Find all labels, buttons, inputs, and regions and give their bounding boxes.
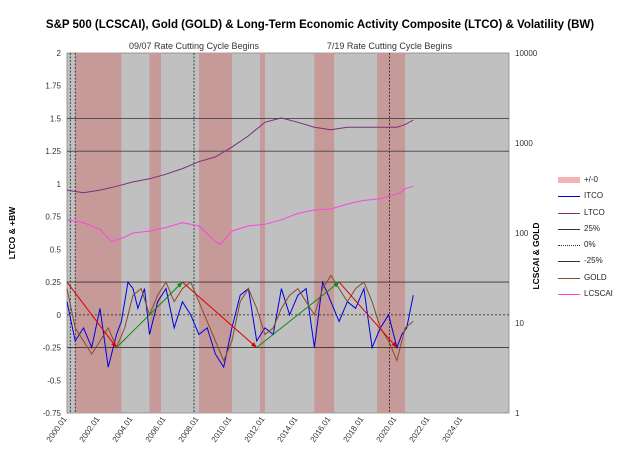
- legend-label: ITCO: [584, 191, 604, 201]
- legend-item-25: 25%: [558, 223, 638, 239]
- legend-swatch-band: [558, 177, 580, 183]
- shaded-band: [198, 53, 232, 413]
- legend-item-band: +/-0: [558, 174, 638, 190]
- reference-lines: [67, 118, 509, 348]
- trend-arrow: [256, 281, 340, 348]
- shaded-band: [314, 53, 335, 413]
- right-tick-label: 10000: [515, 49, 538, 58]
- event-lines: [69, 53, 390, 413]
- shaded-band: [75, 53, 122, 413]
- legend: +/-0 ITCO LTCO 25% 0% -25% GOLD LCSCAI: [558, 174, 638, 304]
- legend-item-lcscai: LCSCAI: [558, 288, 638, 304]
- left-tick-label: 1: [57, 180, 62, 189]
- trend-arrow: [66, 281, 117, 348]
- legend-label: 25%: [584, 223, 601, 233]
- left-tick-label: 0.5: [50, 245, 62, 254]
- left-tick-label: 1.5: [50, 114, 62, 123]
- legend-item-0: 0%: [558, 239, 638, 255]
- trend-arrow: [182, 281, 257, 348]
- x-tick-label: 2004.01: [111, 415, 135, 444]
- x-tick-label: 2000.01: [45, 415, 69, 444]
- x-tick-label: 2016.01: [309, 415, 333, 444]
- legend-label: GOLD: [584, 272, 607, 282]
- x-tick-label: 2018.01: [342, 415, 366, 444]
- legend-label: -25%: [584, 256, 603, 266]
- x-tick-label: 2022.01: [408, 415, 432, 444]
- legend-item-minus25: -25%: [558, 255, 638, 271]
- right-tick-label: 100: [515, 229, 529, 238]
- left-tick-label: 2: [57, 49, 62, 58]
- annotation-label: 7/19 Rate Cutting Cycle Begins: [327, 41, 453, 51]
- trend-arrow: [338, 281, 398, 348]
- trend-arrow: [116, 281, 183, 348]
- trend-arrow-head: [111, 341, 117, 348]
- right-tick-label: 1: [515, 409, 520, 418]
- legend-item-ltco: LTCO: [558, 207, 638, 223]
- left-tick-label: 1.25: [45, 147, 61, 156]
- legend-swatch-gold: [558, 277, 580, 279]
- x-axis-ticks: 2000.01 2002.01 2004.01 2006.01 2008.01 2010.…: [45, 415, 465, 444]
- series-line-ltco: [66, 117, 414, 194]
- legend-swatch-0: [558, 245, 580, 247]
- left-axis-ticks: 2 1.75 1.5 1.25 1 0.75 0.5 0.25 0 -0.25 -0.5 -0.75: [43, 49, 62, 418]
- series-line-itco: [66, 280, 414, 369]
- trend-arrow-head: [333, 282, 340, 288]
- shaded-band: [377, 53, 406, 413]
- legend-label: 0%: [584, 240, 596, 250]
- legend-item-gold: GOLD: [558, 272, 638, 288]
- shaded-band: [259, 53, 265, 413]
- legend-label: +/-0: [584, 175, 599, 184]
- right-tick-label: 1000: [515, 139, 533, 148]
- right-axis-ticks: 10000 1000 100 10 1: [515, 49, 538, 418]
- legend-item-itco: ITCO: [558, 190, 638, 206]
- left-tick-label: 0: [57, 311, 62, 320]
- plot-area: [66, 52, 510, 414]
- legend-swatch-minus25: [558, 261, 580, 263]
- shaded-band: [149, 53, 162, 413]
- chart-title: S&P 500 (LCSCAI), Gold (GOLD) & Long-Ter…: [46, 19, 594, 31]
- right-axis-label: LCSCAI & GOLD: [531, 222, 541, 289]
- left-tick-label: -0.75: [43, 409, 62, 418]
- left-tick-label: 1.75: [45, 82, 61, 91]
- x-tick-label: 2024.01: [440, 415, 464, 444]
- left-tick-label: -0.5: [47, 376, 61, 385]
- x-tick-label: 2014.01: [276, 415, 300, 444]
- x-tick-label: 2010.01: [210, 415, 234, 444]
- x-tick-label: 2002.01: [78, 415, 102, 444]
- shaded-bands: [75, 53, 406, 413]
- left-axis-label: LTCO & +BW: [7, 206, 17, 259]
- legend-swatch-ltco: [558, 212, 580, 214]
- series-line-lcscai: [66, 185, 414, 245]
- legend-label: LTCO: [584, 207, 605, 217]
- trend-arrow-head: [250, 342, 257, 348]
- x-tick-label: 2012.01: [243, 415, 267, 444]
- legend-swatch-25: [558, 228, 580, 230]
- left-tick-label: -0.25: [43, 344, 62, 353]
- x-tick-label: 2020.01: [375, 415, 399, 444]
- annotations: 09/07 Rate Cutting Cycle Begins 7/19 Rate…: [129, 41, 453, 51]
- legend-swatch-itco: [558, 196, 580, 198]
- series-group: [66, 117, 414, 369]
- right-tick-label: 10: [515, 319, 524, 328]
- x-tick-label: 2008.01: [177, 415, 201, 444]
- trend-arrows: [66, 281, 398, 348]
- legend-label: LCSCAI: [584, 289, 613, 299]
- legend-swatch-lcscai: [558, 294, 580, 296]
- left-tick-label: 0.25: [45, 278, 61, 287]
- x-tick-label: 2006.01: [144, 415, 168, 444]
- trend-arrow-head: [176, 282, 183, 288]
- annotation-label: 09/07 Rate Cutting Cycle Begins: [129, 41, 260, 51]
- left-tick-label: 0.75: [45, 213, 61, 222]
- trend-arrow-head: [391, 341, 397, 348]
- series-line-gold: [66, 274, 414, 363]
